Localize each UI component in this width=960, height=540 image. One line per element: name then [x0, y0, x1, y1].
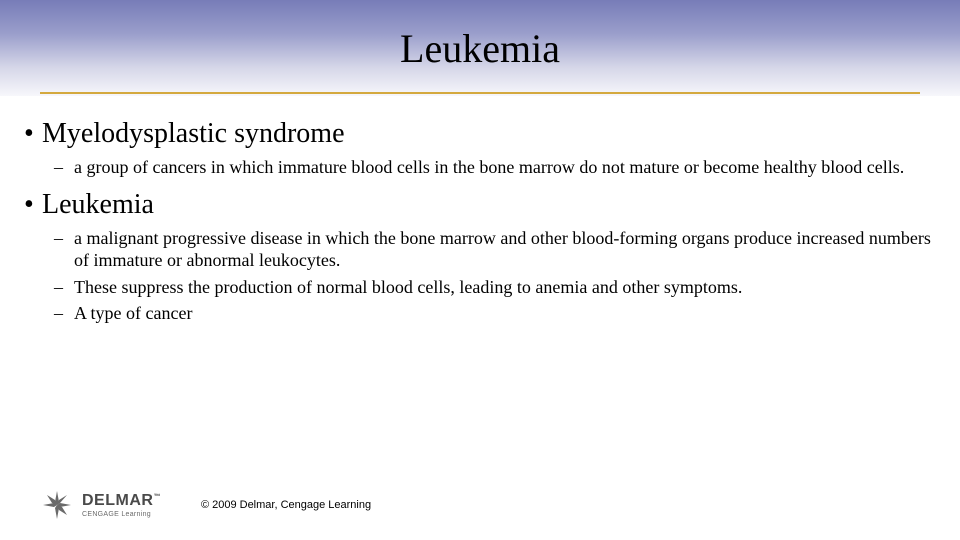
slide: Leukemia Myelodysplastic syndrome a grou… [0, 0, 960, 540]
logo-brand: DELMAR™ [82, 493, 161, 509]
bullet-lvl2: These suppress the production of normal … [52, 276, 940, 299]
bullet-lvl2: a group of cancers in which immature blo… [52, 156, 940, 179]
logo-tagline: CENGAGE Learning [82, 511, 161, 518]
bullet-lvl1: Myelodysplastic syndrome a group of canc… [20, 118, 940, 179]
logo-text: DELMAR™ CENGAGE Learning [82, 493, 161, 518]
bullet-lvl1-text: Leukemia [42, 189, 154, 220]
slide-footer: DELMAR™ CENGAGE Learning © 2009 Delmar, … [0, 488, 960, 522]
publisher-logo: DELMAR™ CENGAGE Learning [40, 488, 161, 522]
logo-starburst-icon [40, 488, 74, 522]
bullet-lvl1-text: Myelodysplastic syndrome [42, 118, 345, 149]
slide-header: Leukemia [0, 0, 960, 96]
header-divider [40, 92, 920, 94]
slide-title: Leukemia [400, 25, 560, 72]
bullet-lvl1: Leukemia a malignant progressive disease… [20, 189, 940, 325]
slide-body: Myelodysplastic syndrome a group of canc… [0, 96, 960, 325]
bullet-lvl2: a malignant progressive disease in which… [52, 227, 940, 272]
bullet-lvl2: A type of cancer [52, 302, 940, 325]
copyright-text: © 2009 Delmar, Cengage Learning [201, 499, 371, 511]
